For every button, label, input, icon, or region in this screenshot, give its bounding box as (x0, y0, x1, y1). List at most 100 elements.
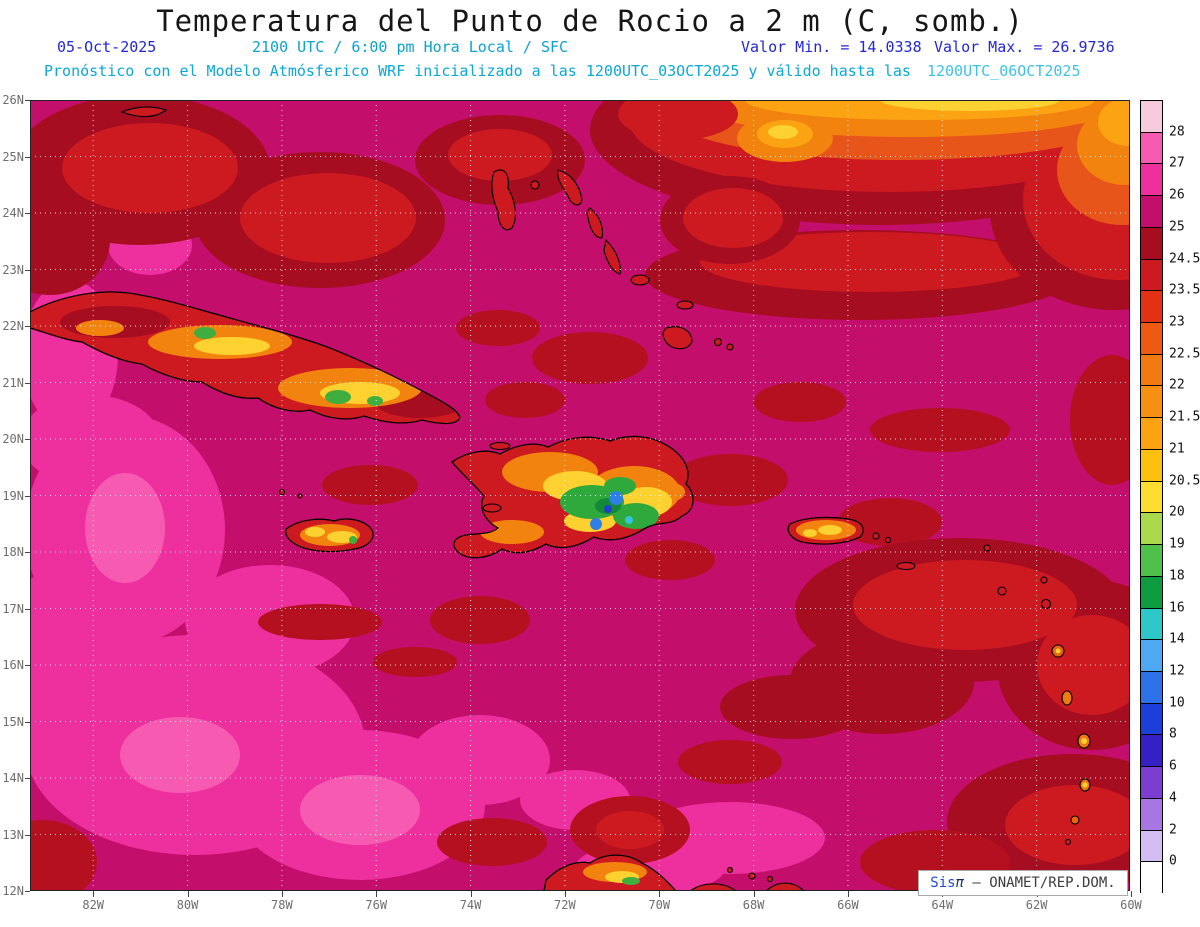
forecast-valid-until: 1200UTC_06OCT2025 (926, 62, 1081, 80)
colorbar-segment (1141, 164, 1162, 197)
colorbar-tick-label: 18 (1169, 568, 1185, 584)
colorbar-tick-label: 8 (1169, 726, 1177, 742)
colorbar-segment (1141, 576, 1162, 609)
colorbar-segment (1141, 323, 1162, 355)
lat-tick-label: 18N (2, 545, 24, 559)
colorbar-segment (1141, 513, 1162, 546)
lon-tick (93, 891, 95, 897)
lon-tick-label: 70W (648, 898, 671, 912)
branding-product: Sis (930, 875, 956, 891)
colorbar-tick-label: 21 (1169, 441, 1185, 457)
branding-box: Sis π – ONAMET/REP.DOM. (918, 870, 1128, 896)
colorbar-segment (1141, 386, 1162, 419)
lon-tick (187, 891, 189, 897)
lat-tick-label: 25N (2, 149, 24, 164)
colorbar-tick-label: 10 (1169, 695, 1185, 711)
lat-tick-label: 20N (2, 432, 24, 446)
lat-tick-label: 16N (2, 658, 24, 672)
colorbar-tick-label: 2 (1169, 822, 1177, 838)
lat-tick-label: 12N (2, 884, 24, 898)
colorbar-segment (1141, 830, 1162, 863)
colorbar-tick-label: 19 (1169, 536, 1185, 552)
lon-tick-label: 78W (271, 898, 293, 912)
lon-tick-label: 82W (82, 898, 105, 912)
colorbar-segment (1141, 798, 1162, 831)
lon-tick (470, 891, 472, 897)
lon-tick-label: 66W (837, 898, 859, 912)
lat-tick-label: 23N (2, 262, 24, 277)
colorbar-segment (1141, 227, 1162, 260)
colorbar-tick-label: 26 (1169, 187, 1185, 203)
island-caymans (278, 488, 286, 496)
lat-tick-label: 17N (2, 601, 24, 616)
colorbar-segment (1141, 481, 1162, 514)
colorbar-tick-label: 28 (1169, 124, 1185, 140)
colorbar-segment (1141, 640, 1162, 672)
pi-logo-icon: π (955, 875, 964, 891)
lon-tick-label: 76W (365, 898, 388, 912)
forecast-line: Pronóstico con el Modelo Atmósferico WRF… (44, 62, 1080, 80)
lat-tick-label: 15N (2, 714, 24, 729)
lat-tick-label: 22N (2, 319, 24, 333)
lat-tick-label: 19N (2, 488, 24, 503)
lon-tick (847, 891, 849, 897)
colorbar-segment (1141, 101, 1162, 133)
lat-tick (25, 891, 30, 892)
colorbar-segment (1141, 735, 1162, 768)
colorbar-segment (1141, 608, 1162, 641)
colorbar-segment (1141, 354, 1162, 387)
colorbar-tick-label: 27 (1169, 155, 1185, 171)
lat-tick-label: 21N (2, 375, 24, 390)
branding-org: – ONAMET/REP.DOM. (964, 875, 1116, 891)
lon-tick (659, 891, 661, 897)
lat-tick-label: 24N (2, 206, 24, 220)
colorbar-tick-label: 6 (1169, 758, 1177, 774)
lon-tick-label: 62W (1025, 898, 1048, 912)
colorbar-tick-label: 21.5 (1169, 409, 1200, 425)
colorbar-tick-label: 20.5 (1169, 473, 1200, 489)
colorbar-tick-label: 22.5 (1169, 346, 1200, 362)
value-min-label: Valor Min. = 14.0338 (741, 38, 922, 56)
colorbar-tick-label: 23 (1169, 314, 1185, 330)
colorbar-tick-label: 4 (1169, 790, 1177, 806)
colorbar-tick-label: 16 (1169, 600, 1185, 616)
lon-tick (753, 891, 755, 897)
colorbar-segment (1141, 418, 1162, 450)
warm-dry-band (590, 100, 1130, 310)
dewpoint-shading (30, 100, 1130, 891)
lon-tick-label: 68W (742, 898, 765, 912)
map-frame (30, 100, 1130, 891)
colorbar-segment (1141, 862, 1162, 894)
colorbar-tick-label: 24.5 (1169, 251, 1200, 267)
graticule-grid (30, 100, 1130, 891)
lat-tick-label: 13N (2, 827, 24, 842)
value-max-label: Valor Max. = 26.9736 (934, 38, 1115, 56)
colorbar-tick-label: 25 (1169, 219, 1185, 235)
colorbar-segment (1141, 196, 1162, 228)
lon-tick-label: 64W (931, 898, 954, 912)
coastlines (30, 106, 1091, 891)
lon-tick-label: 72W (554, 898, 576, 912)
page-title: Temperatura del Punto de Rocio a 2 m (C,… (156, 4, 1024, 38)
colorbar-segment (1141, 767, 1162, 799)
colorbar-tick-label: 20 (1169, 504, 1185, 520)
valid-date: 05-Oct-2025 (57, 38, 157, 56)
map-canvas (30, 100, 1130, 891)
colorbar-segment (1141, 291, 1162, 324)
island-bahamas (120, 106, 168, 118)
colorbar-bar (1140, 100, 1163, 894)
colorbar-segment (1141, 545, 1162, 577)
lon-tick-label: 74W (459, 898, 482, 912)
lat-tick-label: 26N (2, 93, 24, 107)
colorbar-tick-label: 22 (1169, 377, 1185, 393)
island-virgin-islands (872, 532, 880, 540)
colorbar-tick-label: 14 (1169, 631, 1185, 647)
lat-tick-label: 14N (2, 771, 24, 785)
lon-tick (281, 891, 283, 897)
colorbar-segment (1141, 671, 1162, 704)
colorbar-segment (1141, 703, 1162, 736)
colorbar-segment (1141, 132, 1162, 165)
lon-tick (564, 891, 566, 897)
colorbar-tick-label: 23.5 (1169, 282, 1200, 298)
